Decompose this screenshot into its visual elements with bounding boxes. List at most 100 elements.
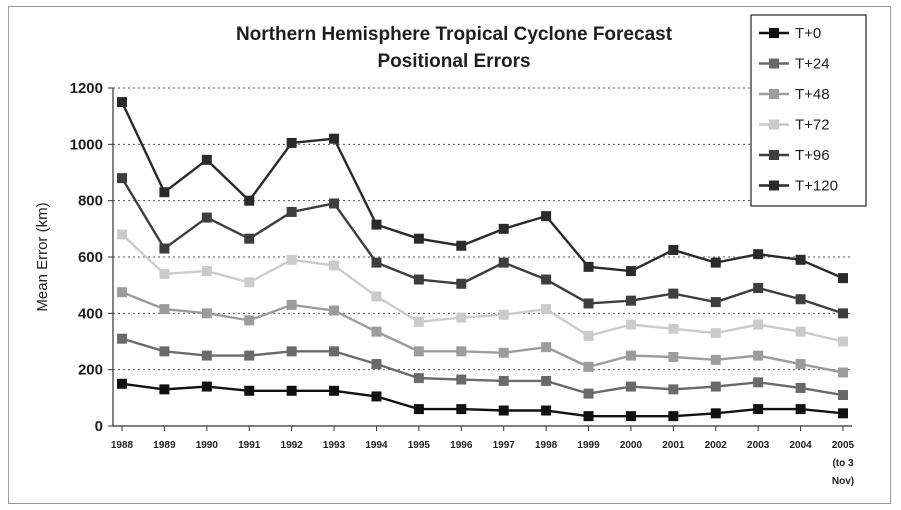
data-point: [201, 350, 212, 361]
data-point: [583, 411, 594, 422]
data-point: [668, 351, 679, 362]
data-point: [625, 295, 636, 306]
data-point: [541, 274, 552, 285]
y-tick-label: 400: [78, 305, 103, 322]
data-point: [413, 404, 424, 415]
x-tick-label: 1991: [238, 440, 261, 451]
data-point: [201, 266, 212, 277]
data-point: [286, 254, 297, 265]
data-point: [498, 347, 509, 358]
data-point: [413, 373, 424, 384]
legend-label: T+24: [795, 56, 830, 73]
data-point: [244, 315, 255, 326]
series-line: [121, 337, 844, 397]
data-point: [541, 375, 552, 386]
data-point: [668, 323, 679, 334]
series-tplus96: [117, 173, 848, 319]
data-point: [456, 278, 467, 289]
x-tick-label: 2002: [705, 440, 728, 451]
data-point: [541, 405, 552, 416]
data-point: [583, 298, 594, 309]
data-point: [838, 308, 848, 319]
data-point: [753, 282, 764, 293]
x-tick-label: 1990: [196, 440, 219, 451]
x-tick-label: 2003: [747, 440, 770, 451]
legend-label: T+120: [795, 178, 838, 195]
legend-label: T+72: [795, 117, 830, 134]
data-point: [286, 299, 297, 310]
data-point: [244, 277, 255, 288]
data-point: [286, 385, 297, 396]
data-point: [244, 195, 255, 206]
x-tick-label: 1994: [365, 440, 388, 451]
data-point: [795, 254, 806, 265]
series-group: [117, 97, 848, 422]
legend-swatch-marker: [769, 180, 779, 191]
data-point: [244, 385, 255, 396]
data-point: [413, 233, 424, 244]
x-tick-label: 1995: [408, 440, 431, 451]
data-point: [625, 411, 636, 422]
data-point: [710, 354, 721, 365]
y-tick-label: 800: [78, 193, 103, 210]
data-point: [668, 288, 679, 299]
data-point: [244, 350, 255, 361]
data-point: [795, 359, 806, 370]
data-point: [201, 212, 212, 223]
data-point: [117, 229, 127, 240]
y-tick-label: 600: [78, 249, 103, 266]
series-line: [120, 101, 844, 280]
x-tick-label: 2001: [662, 440, 685, 451]
data-point: [795, 326, 806, 337]
data-point: [371, 326, 382, 337]
x-tick-note: Nov): [832, 476, 854, 487]
series-tplus72: [117, 229, 848, 347]
data-point: [117, 378, 127, 389]
x-tick-labels: 1988 1989 1990 1991 1992 1993 1994 1995 1996 1997…: [111, 440, 855, 487]
data-point: [498, 309, 509, 320]
data-point: [838, 408, 848, 419]
data-point: [710, 297, 721, 308]
data-point: [159, 384, 170, 395]
data-point: [541, 211, 552, 222]
data-point: [201, 381, 212, 392]
data-point: [159, 346, 170, 357]
data-point: [625, 319, 636, 330]
legend-item: T+48: [759, 86, 830, 103]
data-point: [329, 346, 340, 357]
data-point: [371, 219, 382, 230]
data-point: [753, 249, 764, 260]
x-tick-label: 1998: [535, 440, 558, 451]
data-point: [838, 367, 848, 378]
chart-title-line-1: Northern Hemisphere Tropical Cyclone For…: [236, 24, 673, 45]
legend-item: T+24: [759, 56, 830, 73]
x-tick-label: 1988: [111, 440, 134, 451]
gridlines: [113, 87, 852, 371]
series-line: [120, 177, 844, 315]
data-point: [329, 198, 340, 209]
y-tick-label: 0: [95, 418, 103, 435]
data-point: [498, 375, 509, 386]
data-point: [753, 319, 764, 330]
data-point: [625, 381, 636, 392]
x-tick-label: 1999: [577, 440, 600, 451]
data-point: [159, 187, 170, 198]
data-point: [668, 411, 679, 422]
data-point: [668, 244, 679, 255]
series-tplus0: [117, 378, 848, 422]
legend-swatch-marker: [769, 119, 779, 130]
data-point: [583, 388, 594, 399]
data-point: [583, 361, 594, 372]
data-point: [371, 359, 382, 370]
data-point: [117, 287, 127, 298]
data-point: [668, 384, 679, 395]
data-point: [413, 316, 424, 327]
data-point: [371, 391, 382, 402]
data-point: [498, 405, 509, 416]
data-point: [413, 346, 424, 357]
x-tick-label: 2005: [832, 440, 855, 451]
series-tplus120: [117, 97, 848, 284]
data-point: [795, 404, 806, 415]
data-point: [710, 381, 721, 392]
x-tick-label: 1992: [281, 440, 304, 451]
